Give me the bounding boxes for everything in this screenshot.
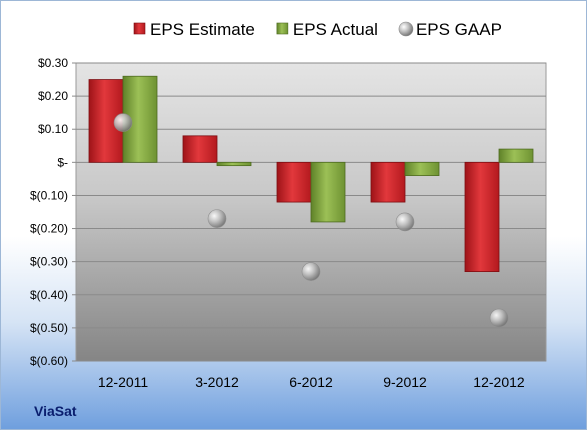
x-tick-label: 9-2012 xyxy=(383,374,427,390)
y-tick-label: $(0.50) xyxy=(30,321,68,335)
legend-actual-swatch xyxy=(276,22,289,35)
y-axis-ticks: $0.30 $0.20 $0.10 $- $(0.10) $(0.20) $(0.30) $(… xyxy=(30,56,76,368)
bar-series xyxy=(88,75,534,272)
x-axis-ticks: 12-2011 3-2012 6-2012 9-2012 12-2012 xyxy=(98,374,525,390)
legend-label: EPS Estimate xyxy=(150,20,255,39)
y-tick-label: $- xyxy=(57,155,68,169)
y-tick-label: $0.10 xyxy=(38,122,68,136)
eps-gaap-marker xyxy=(207,209,227,228)
eps-estimate-bar xyxy=(276,161,312,203)
x-tick-label: 6-2012 xyxy=(289,374,333,390)
legend-gaap-swatch xyxy=(398,21,414,37)
legend-label: EPS Actual xyxy=(293,20,378,39)
y-tick-label: $0.20 xyxy=(38,89,68,103)
y-tick-label: $(0.60) xyxy=(30,354,68,368)
eps-estimate-bar xyxy=(464,161,500,272)
x-tick-label: 3-2012 xyxy=(195,374,239,390)
y-tick-label: $(0.30) xyxy=(30,255,68,269)
y-tick-label: $(0.20) xyxy=(30,222,68,236)
legend: EPS Estimate EPS Actual EPS GAAP xyxy=(133,20,502,39)
eps-actual-bar xyxy=(310,161,346,223)
gaap-markers xyxy=(113,113,509,328)
x-tick-label: 12-2012 xyxy=(473,374,525,390)
eps-estimate-bar xyxy=(370,161,406,203)
eps-gaap-marker xyxy=(395,212,415,232)
y-tick-label: $(0.40) xyxy=(30,288,68,302)
y-tick-label: $(0.10) xyxy=(30,188,68,202)
eps-estimate-bar xyxy=(182,135,218,163)
eps-actual-bar xyxy=(216,161,252,167)
eps-actual-bar xyxy=(404,161,440,176)
legend-estimate-swatch xyxy=(133,22,146,35)
eps-gaap-marker xyxy=(301,262,321,281)
x-tick-label: 12-2011 xyxy=(98,374,149,390)
y-tick-label: $0.30 xyxy=(38,56,68,70)
legend-label: EPS GAAP xyxy=(416,20,502,39)
eps-gaap-marker xyxy=(113,113,133,132)
company-name: ViaSat xyxy=(34,403,77,419)
eps-gaap-marker xyxy=(489,308,509,328)
eps-actual-bar xyxy=(498,148,534,163)
